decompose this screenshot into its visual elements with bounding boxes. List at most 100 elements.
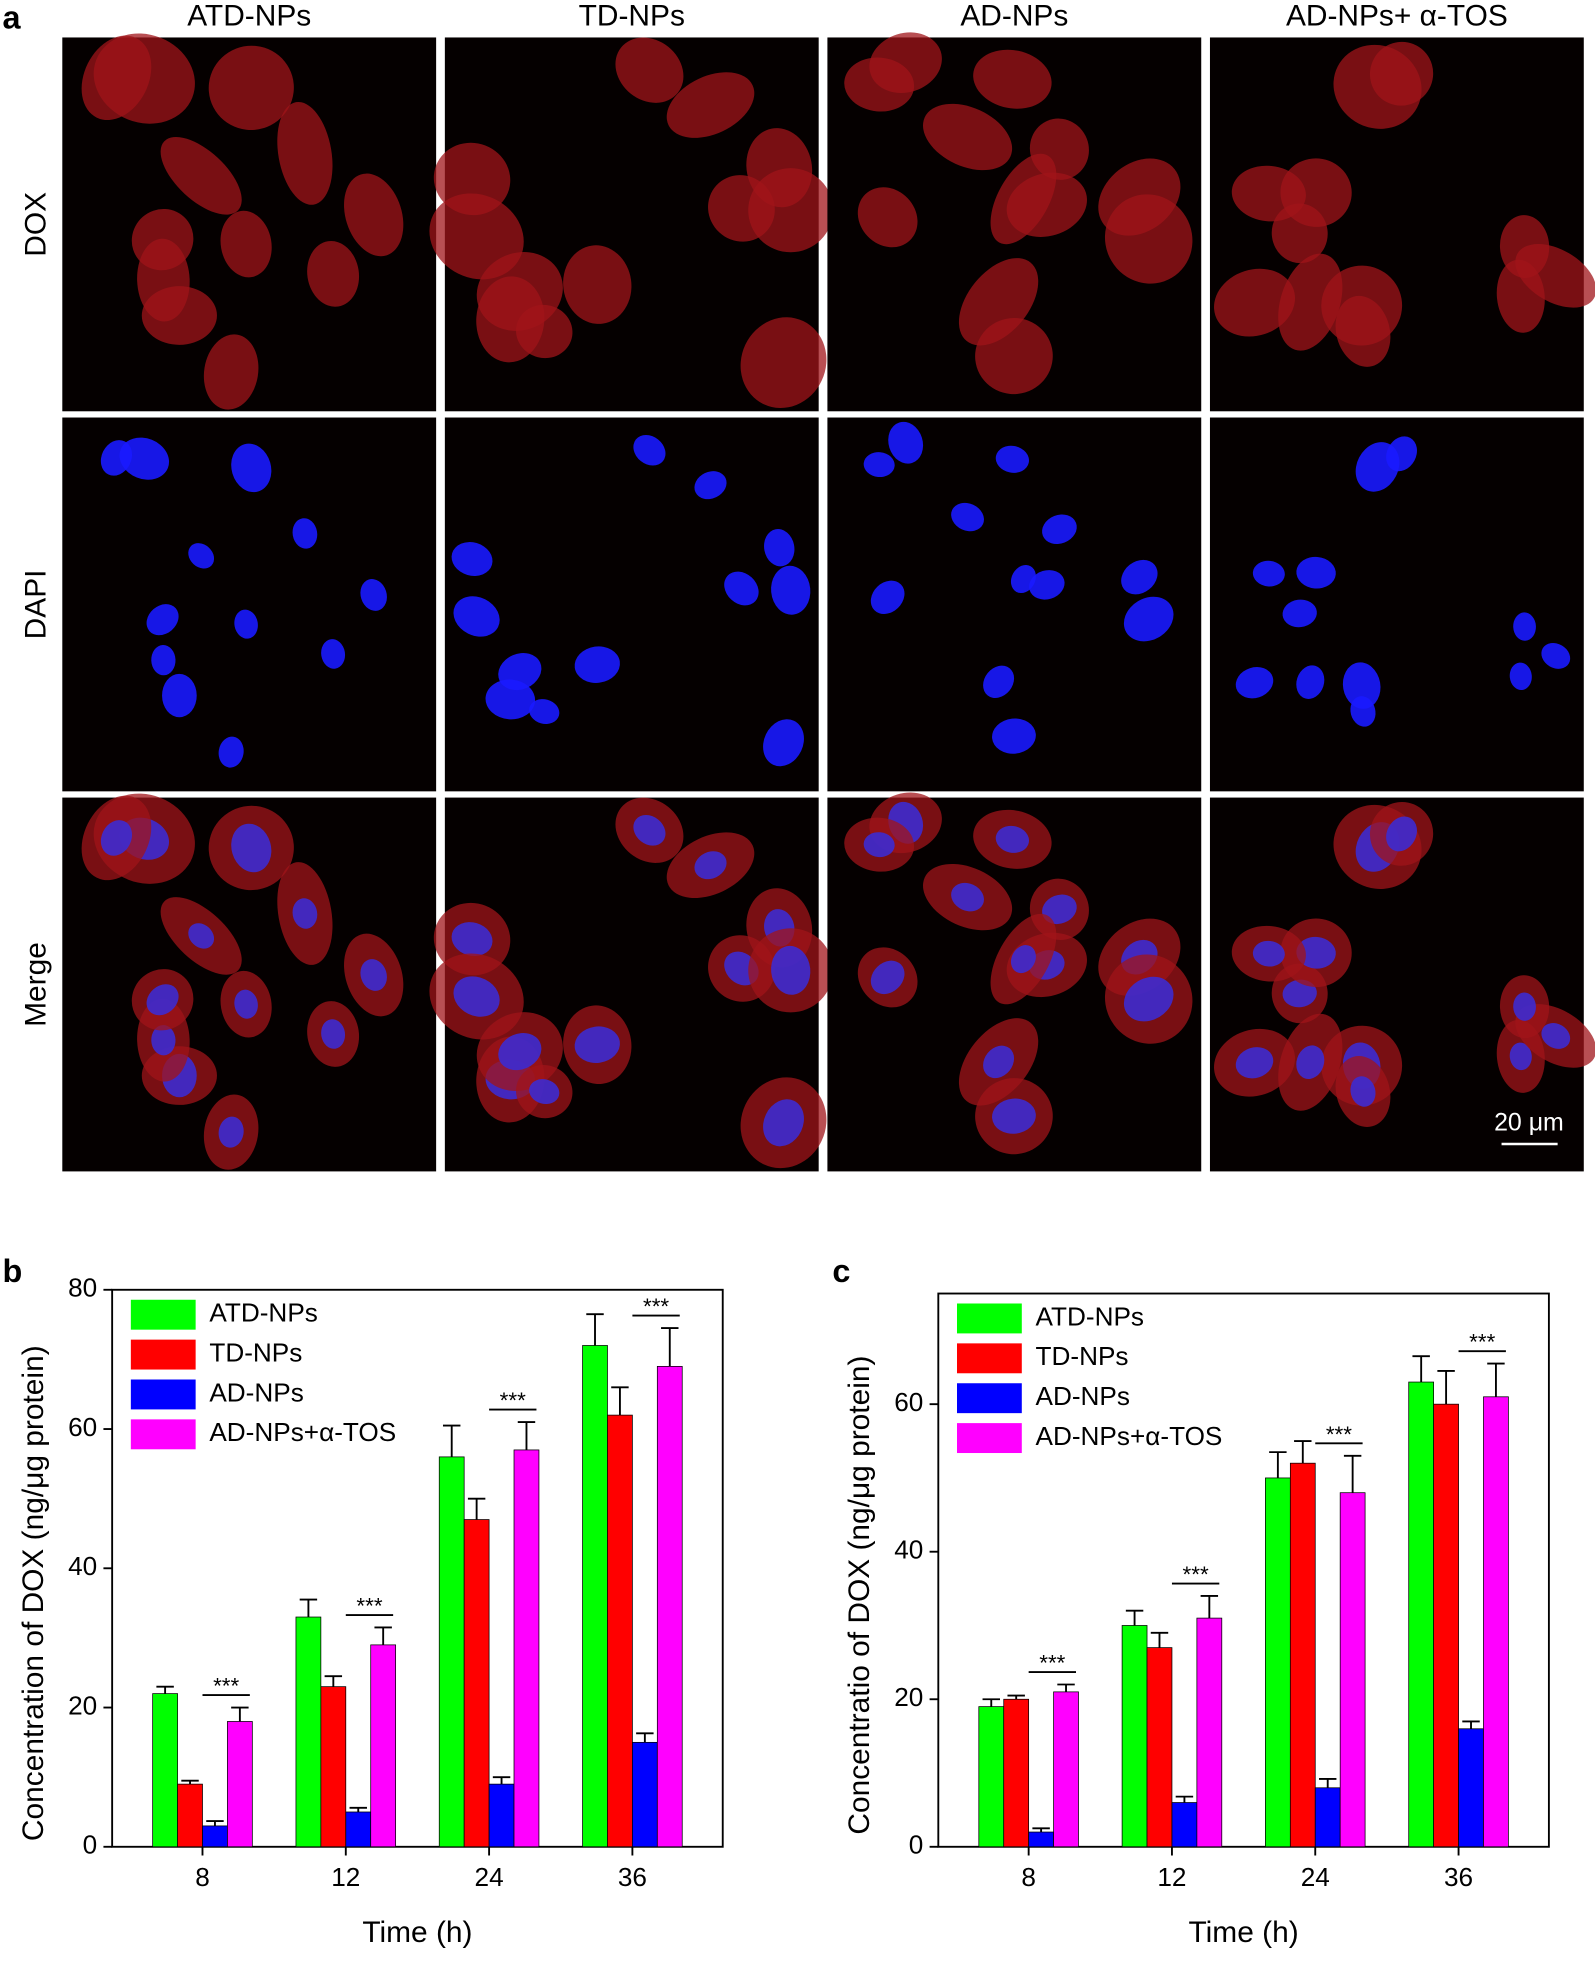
- bar: [1408, 1381, 1435, 1848]
- bar: [295, 1616, 322, 1848]
- error-bar: [181, 1779, 199, 1785]
- error-bar: [1269, 1451, 1287, 1478]
- error-bar: [206, 1820, 224, 1826]
- cell-cytoplasm: [203, 334, 259, 410]
- bar: [1028, 1831, 1054, 1848]
- cell-cytoplasm: [208, 45, 294, 130]
- cell-nucleus: [992, 718, 1036, 754]
- cell-nucleus: [453, 596, 500, 637]
- cell-nucleus: [1296, 556, 1336, 589]
- cell-cytoplasm: [160, 136, 242, 215]
- bar: [513, 1449, 540, 1848]
- error-bar: [1294, 1440, 1312, 1464]
- cell-nucleus: [498, 1033, 542, 1071]
- significance-label: ***: [500, 1388, 526, 1413]
- legend-label: AD-NPs: [209, 1377, 303, 1407]
- x-tick-label: 12: [331, 1862, 360, 1892]
- cell-nucleus: [1386, 816, 1417, 852]
- cell-nucleus: [763, 719, 804, 767]
- bar: [1265, 1477, 1291, 1848]
- x-tick-label: 36: [618, 1862, 647, 1892]
- error-bar: [1007, 1694, 1025, 1700]
- bar: [1314, 1787, 1341, 1848]
- cell-nucleus: [1296, 665, 1325, 699]
- panel-label: b: [2, 1253, 22, 1289]
- cell-nucleus: [1342, 662, 1381, 709]
- cell-nucleus: [1513, 992, 1536, 1021]
- cell-cytoplasm: [923, 103, 1013, 171]
- bar: [1339, 1492, 1366, 1848]
- legend-swatch: [957, 1383, 1022, 1414]
- legend-label: AD-NPs+α-TOS: [1036, 1421, 1223, 1451]
- error-bar: [636, 1732, 654, 1743]
- cell-cytoplasm: [990, 153, 1057, 245]
- bar: [656, 1365, 683, 1848]
- cell-nucleus: [1350, 1076, 1376, 1107]
- cell-cytoplasm: [307, 241, 360, 307]
- row-label: DOX: [19, 192, 52, 257]
- cell-nucleus: [694, 471, 727, 500]
- cell-nucleus: [231, 823, 272, 873]
- cell-nucleus: [771, 945, 811, 995]
- cell-nucleus: [151, 645, 176, 676]
- cell-cytoplasm: [740, 317, 827, 409]
- x-tick-label: 8: [195, 1862, 210, 1892]
- error-bar: [611, 1386, 629, 1416]
- cell-nucleus: [1282, 599, 1317, 628]
- cell-cytoplasm: [1231, 165, 1306, 222]
- cell-nucleus: [574, 1026, 620, 1063]
- cell-nucleus: [633, 434, 666, 466]
- cell-nucleus: [451, 542, 493, 576]
- cell-cytoplasm: [516, 304, 573, 359]
- error-bar: [1412, 1355, 1430, 1383]
- bar: [1483, 1396, 1509, 1848]
- cell-nucleus: [1541, 642, 1571, 669]
- cell-nucleus: [888, 421, 924, 464]
- cell-cytoplasm: [666, 72, 755, 138]
- cell-nucleus: [995, 825, 1030, 853]
- cell-nucleus: [1042, 894, 1077, 925]
- cell-cytoplasm: [973, 49, 1052, 109]
- cell-nucleus: [100, 440, 133, 476]
- cell-cytoplasm: [81, 35, 152, 121]
- micrograph: [444, 417, 819, 792]
- cell-nucleus: [771, 565, 811, 615]
- bar: [152, 1693, 178, 1848]
- error-bar: [661, 1327, 679, 1367]
- bar: [1433, 1403, 1459, 1848]
- cell-cytoplasm: [1278, 253, 1343, 351]
- cell-nucleus: [1541, 1023, 1571, 1049]
- cell-nucleus: [453, 976, 500, 1017]
- error-bar: [467, 1497, 486, 1520]
- bar: [345, 1811, 372, 1848]
- legend-swatch: [130, 1339, 196, 1370]
- cell-nucleus: [1010, 945, 1036, 974]
- cell-nucleus: [863, 832, 895, 858]
- error-bar: [1057, 1683, 1075, 1692]
- cell-nucleus: [633, 815, 666, 846]
- x-tick-label: 36: [1444, 1862, 1473, 1892]
- error-bar: [231, 1706, 249, 1722]
- significance-label: ***: [1326, 1422, 1352, 1447]
- legend-swatch: [957, 1343, 1022, 1374]
- cell-nucleus: [992, 1098, 1036, 1134]
- cell-nucleus: [863, 452, 895, 478]
- cell-cytoplasm: [975, 317, 1053, 395]
- error-bar: [1462, 1720, 1480, 1729]
- cell-nucleus: [1386, 436, 1417, 472]
- error-bar: [1125, 1609, 1144, 1626]
- error-bar: [299, 1598, 318, 1618]
- bar: [582, 1345, 608, 1848]
- panel-label: a: [2, 0, 21, 36]
- cell-nucleus: [1252, 560, 1285, 587]
- significance-label: ***: [1469, 1330, 1495, 1355]
- error-bar: [374, 1626, 392, 1645]
- bar: [227, 1721, 253, 1848]
- bar: [1053, 1691, 1079, 1848]
- cell-cytoplasm: [857, 187, 918, 248]
- x-tick-label: 24: [1301, 1862, 1330, 1892]
- y-tick-label: 0: [909, 1830, 924, 1860]
- column-title: TD-NPs: [579, 0, 685, 32]
